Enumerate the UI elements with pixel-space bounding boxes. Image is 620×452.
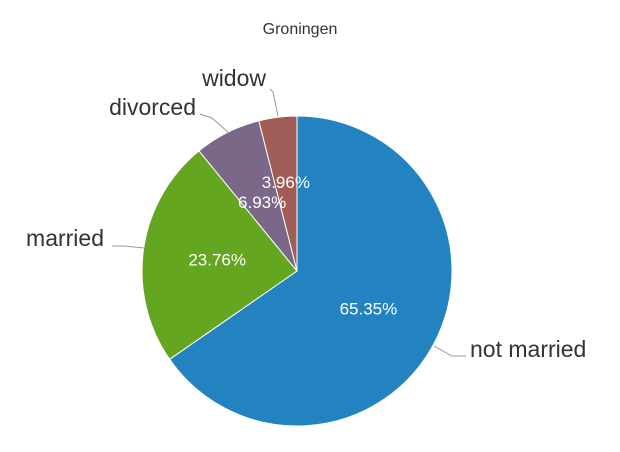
category-label-widow: widow: [201, 65, 266, 91]
chart-title: Groningen: [263, 21, 338, 38]
leader-lines-layer: [112, 88, 466, 357]
category-label-married: married: [26, 225, 104, 251]
labels-layer: 65.35% not married 23.76% married 6.93% divor…: [26, 65, 586, 362]
leader-line-not-married: [433, 345, 466, 357]
percent-label-divorced: 6.93%: [238, 193, 286, 212]
category-label-divorced: divorced: [109, 94, 196, 120]
slices-layer: [141, 115, 453, 427]
percent-label-widow: 3.96%: [262, 173, 310, 192]
leader-line-divorced: [199, 113, 230, 134]
percent-label-not-married: 65.35%: [340, 299, 398, 318]
leader-line-widow: [269, 88, 279, 117]
pie-slice-married: [141, 150, 298, 361]
leader-line-married: [112, 245, 145, 249]
pie-slice-not-married: [168, 115, 453, 427]
category-label-not-married: not married: [470, 336, 586, 362]
percent-label-married: 23.76%: [188, 251, 246, 270]
pie-slice-widow: [258, 115, 298, 272]
